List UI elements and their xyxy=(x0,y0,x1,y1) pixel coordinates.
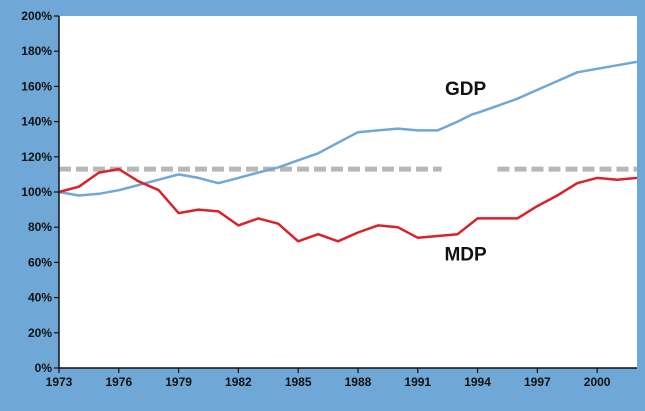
y-tick-label: 180% xyxy=(21,44,52,58)
series-group xyxy=(58,60,638,243)
x-tick-label: 1994 xyxy=(464,375,491,389)
y-tick-label: 140% xyxy=(21,115,52,129)
y-tick-label: 120% xyxy=(21,150,52,164)
x-tick-label: 2000 xyxy=(584,375,611,389)
x-tick-label: 1982 xyxy=(225,375,252,389)
x-tick-label: 1976 xyxy=(105,375,132,389)
y-tick-label: 40% xyxy=(28,291,52,305)
x-tick-label: 1973 xyxy=(46,375,73,389)
y-tick-label: 100% xyxy=(21,185,52,199)
y-tick-label: 20% xyxy=(28,326,52,340)
y-tick-label: 160% xyxy=(21,79,52,93)
x-tick-label: 1988 xyxy=(345,375,372,389)
y-tick-label: 80% xyxy=(28,220,52,234)
x-tick-label: 1985 xyxy=(285,375,312,389)
axes-group: 0% 20% 40% 60% 80% 100% 120% 140% 160% 180% 200% 19… xyxy=(21,9,637,389)
x-tick-label: 1979 xyxy=(165,375,192,389)
mdp-series-label: MDP xyxy=(444,245,487,266)
y-tick-label: 60% xyxy=(28,255,52,269)
plot-area xyxy=(59,16,637,368)
y-tick-label: 0% xyxy=(35,361,53,375)
y-tick-label: 200% xyxy=(21,9,52,23)
gdp-series-line xyxy=(58,60,638,197)
x-tick-label: 1991 xyxy=(404,375,431,389)
x-tick-label: 1997 xyxy=(524,375,551,389)
gdp-series-label: GDP xyxy=(445,79,487,100)
mdp-series-line xyxy=(58,167,638,243)
series-labels-group: GDP MDP xyxy=(444,79,487,265)
